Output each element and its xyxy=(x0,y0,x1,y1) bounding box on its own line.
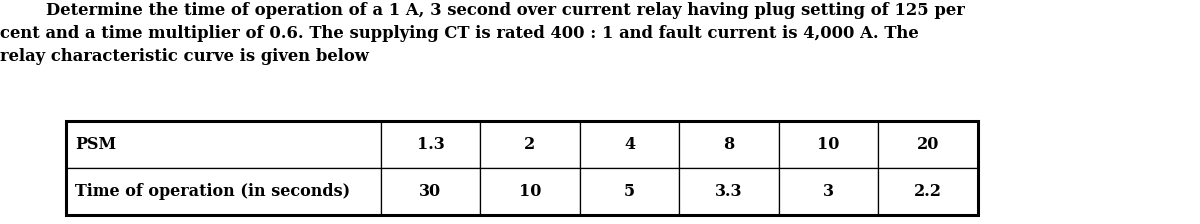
Text: 3.3: 3.3 xyxy=(715,183,743,200)
Bar xyxy=(779,121,878,168)
Text: 8: 8 xyxy=(724,136,734,153)
Text: 10: 10 xyxy=(518,183,541,200)
Text: Time of operation (in seconds): Time of operation (in seconds) xyxy=(76,183,350,200)
Bar xyxy=(66,121,380,168)
Text: 1.3: 1.3 xyxy=(416,136,444,153)
Text: 10: 10 xyxy=(817,136,840,153)
Text: 4: 4 xyxy=(624,136,635,153)
Text: 3: 3 xyxy=(823,183,834,200)
Bar xyxy=(679,168,779,215)
Text: 20: 20 xyxy=(917,136,940,153)
Bar xyxy=(580,121,679,168)
Text: 2: 2 xyxy=(524,136,535,153)
Bar xyxy=(480,168,580,215)
Bar xyxy=(878,168,978,215)
Bar xyxy=(66,121,978,215)
Text: Determine the time of operation of a 1 A, 3 second over current relay having plu: Determine the time of operation of a 1 A… xyxy=(0,2,965,65)
Bar xyxy=(779,168,878,215)
Text: 30: 30 xyxy=(419,183,442,200)
Bar xyxy=(380,168,480,215)
Bar xyxy=(679,121,779,168)
Bar xyxy=(66,168,380,215)
Text: PSM: PSM xyxy=(76,136,116,153)
Bar xyxy=(380,121,480,168)
Bar xyxy=(580,168,679,215)
Bar xyxy=(480,121,580,168)
Text: 5: 5 xyxy=(624,183,635,200)
Bar xyxy=(878,121,978,168)
Text: 2.2: 2.2 xyxy=(914,183,942,200)
